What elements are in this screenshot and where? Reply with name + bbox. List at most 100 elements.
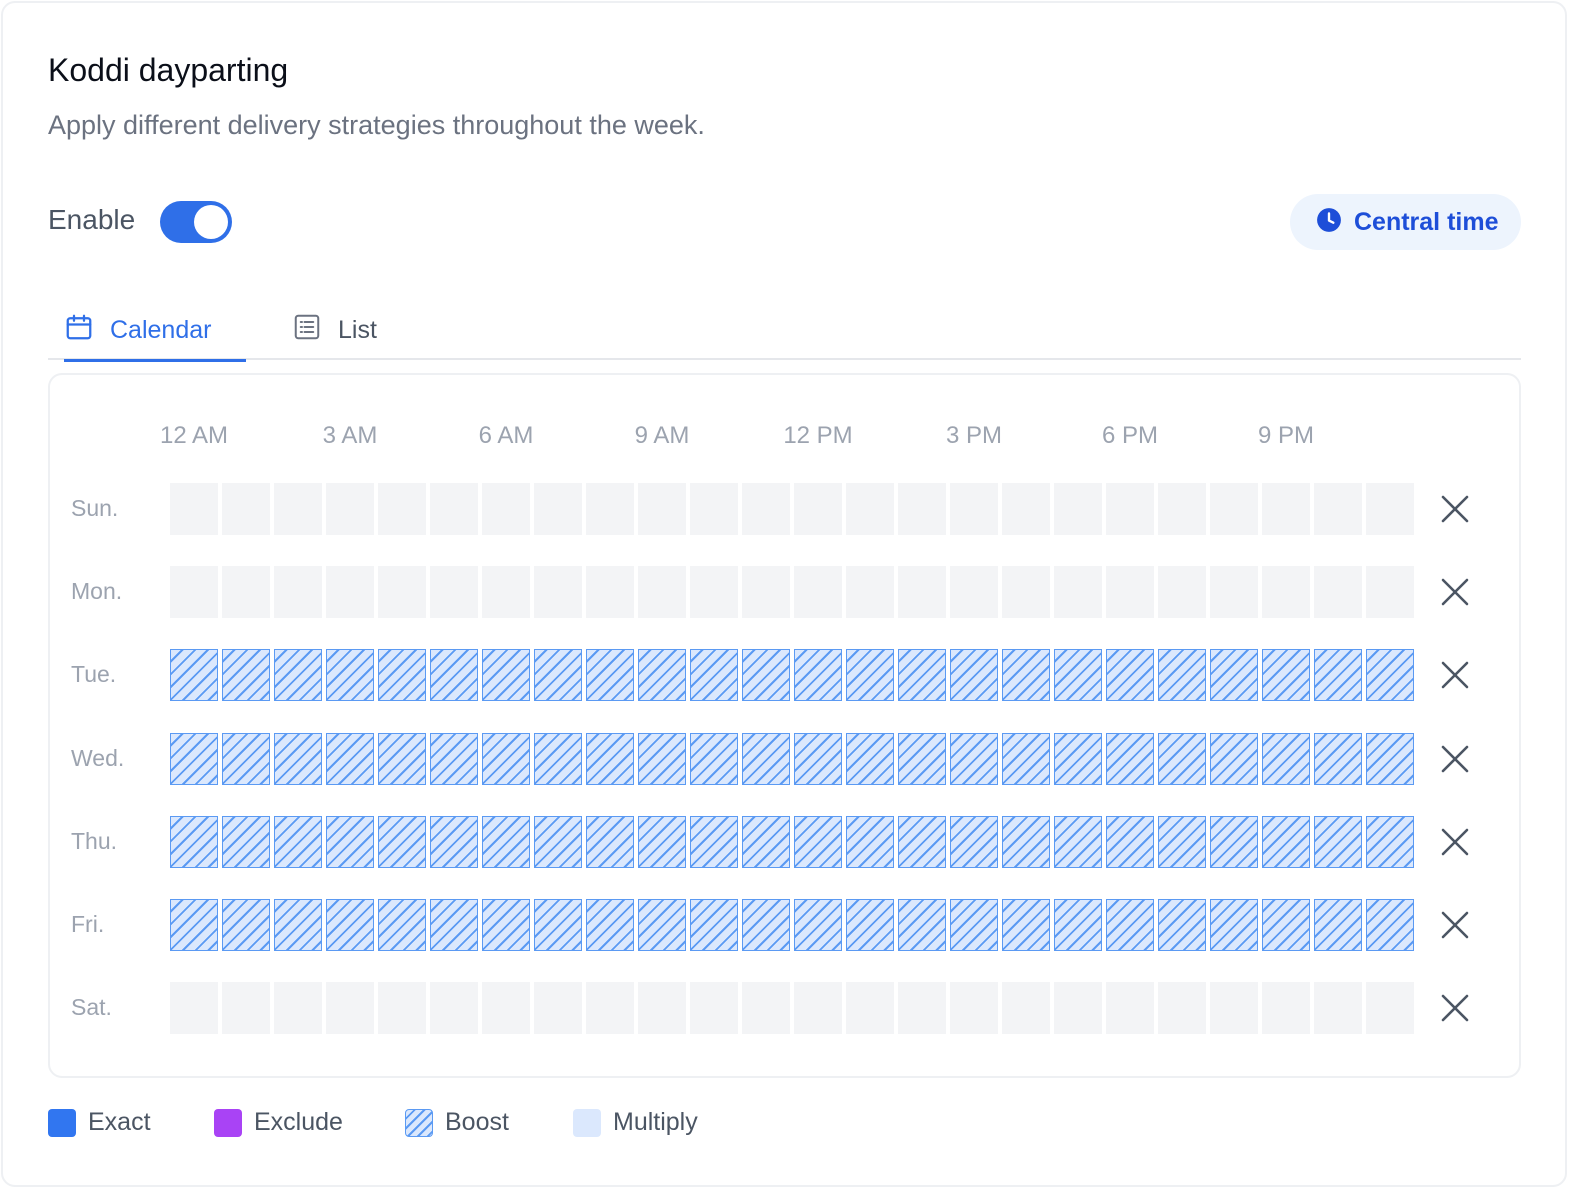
time-slot-cell[interactable]: [1366, 649, 1414, 702]
time-slot-cell[interactable]: [222, 982, 270, 1035]
time-slot-cell[interactable]: [326, 815, 374, 868]
time-slot-cell[interactable]: [222, 483, 270, 535]
time-slot-cell[interactable]: [638, 483, 686, 535]
time-slot-cell[interactable]: [846, 649, 894, 702]
time-slot-cell[interactable]: [1210, 899, 1258, 951]
time-slot-cell[interactable]: [326, 899, 374, 951]
time-slot-cell[interactable]: [430, 982, 478, 1035]
time-slot-cell[interactable]: [898, 899, 946, 951]
time-slot-cell[interactable]: [1210, 483, 1258, 535]
time-slot-cell[interactable]: [482, 982, 530, 1035]
time-slot-cell[interactable]: [586, 483, 634, 535]
time-slot-cell[interactable]: [846, 483, 894, 535]
time-slot-cell[interactable]: [742, 899, 790, 951]
time-slot-cell[interactable]: [898, 566, 946, 619]
clear-day-button[interactable]: [1438, 908, 1472, 942]
time-slot-cell[interactable]: [690, 899, 738, 951]
time-slot-cell[interactable]: [1054, 732, 1102, 785]
time-slot-cell[interactable]: [274, 566, 322, 619]
time-slot-cell[interactable]: [326, 649, 374, 702]
time-slot-cell[interactable]: [378, 732, 426, 785]
time-slot-cell[interactable]: [222, 649, 270, 702]
time-slot-cell[interactable]: [794, 815, 842, 868]
time-slot-cell[interactable]: [1262, 566, 1310, 619]
time-slot-cell[interactable]: [1054, 483, 1102, 535]
time-slot-cell[interactable]: [1314, 566, 1362, 619]
time-slot-cell[interactable]: [950, 649, 998, 702]
time-slot-cell[interactable]: [638, 815, 686, 868]
time-slot-cell[interactable]: [1002, 566, 1050, 619]
time-slot-cell[interactable]: [1054, 566, 1102, 619]
timezone-button[interactable]: Central time: [1290, 194, 1521, 250]
time-slot-cell[interactable]: [1158, 815, 1206, 868]
time-slot-cell[interactable]: [950, 732, 998, 785]
time-slot-cell[interactable]: [1158, 483, 1206, 535]
time-slot-cell[interactable]: [326, 982, 374, 1035]
time-slot-cell[interactable]: [378, 899, 426, 951]
time-slot-cell[interactable]: [794, 483, 842, 535]
time-slot-cell[interactable]: [690, 566, 738, 619]
time-slot-cell[interactable]: [586, 899, 634, 951]
time-slot-cell[interactable]: [1054, 899, 1102, 951]
time-slot-cell[interactable]: [1054, 982, 1102, 1035]
time-slot-cell[interactable]: [534, 982, 582, 1035]
time-slot-cell[interactable]: [586, 732, 634, 785]
time-slot-cell[interactable]: [170, 815, 218, 868]
time-slot-cell[interactable]: [950, 815, 998, 868]
time-slot-cell[interactable]: [1314, 732, 1362, 785]
time-slot-cell[interactable]: [326, 566, 374, 619]
time-slot-cell[interactable]: [898, 483, 946, 535]
time-slot-cell[interactable]: [1366, 566, 1414, 619]
clear-day-button[interactable]: [1438, 658, 1472, 692]
time-slot-cell[interactable]: [1106, 649, 1154, 702]
time-slot-cell[interactable]: [1210, 815, 1258, 868]
time-slot-cell[interactable]: [1158, 566, 1206, 619]
time-slot-cell[interactable]: [326, 732, 374, 785]
time-slot-cell[interactable]: [1210, 566, 1258, 619]
time-slot-cell[interactable]: [1106, 483, 1154, 535]
time-slot-cell[interactable]: [742, 982, 790, 1035]
time-slot-cell[interactable]: [1158, 649, 1206, 702]
time-slot-cell[interactable]: [274, 483, 322, 535]
time-slot-cell[interactable]: [586, 566, 634, 619]
enable-toggle[interactable]: [160, 201, 232, 243]
time-slot-cell[interactable]: [1314, 982, 1362, 1035]
time-slot-cell[interactable]: [534, 899, 582, 951]
time-slot-cell[interactable]: [1002, 982, 1050, 1035]
time-slot-cell[interactable]: [586, 982, 634, 1035]
time-slot-cell[interactable]: [430, 899, 478, 951]
time-slot-cell[interactable]: [742, 483, 790, 535]
time-slot-cell[interactable]: [1002, 483, 1050, 535]
time-slot-cell[interactable]: [898, 982, 946, 1035]
time-slot-cell[interactable]: [1366, 732, 1414, 785]
time-slot-cell[interactable]: [534, 483, 582, 535]
time-slot-cell[interactable]: [1366, 982, 1414, 1035]
time-slot-cell[interactable]: [1210, 732, 1258, 785]
time-slot-cell[interactable]: [1210, 982, 1258, 1035]
time-slot-cell[interactable]: [378, 483, 426, 535]
time-slot-cell[interactable]: [482, 815, 530, 868]
time-slot-cell[interactable]: [1158, 899, 1206, 951]
time-slot-cell[interactable]: [950, 899, 998, 951]
time-slot-cell[interactable]: [690, 732, 738, 785]
time-slot-cell[interactable]: [1054, 649, 1102, 702]
time-slot-cell[interactable]: [690, 815, 738, 868]
time-slot-cell[interactable]: [794, 899, 842, 951]
time-slot-cell[interactable]: [222, 566, 270, 619]
time-slot-cell[interactable]: [170, 732, 218, 785]
time-slot-cell[interactable]: [846, 732, 894, 785]
time-slot-cell[interactable]: [1366, 483, 1414, 535]
time-slot-cell[interactable]: [482, 732, 530, 785]
time-slot-cell[interactable]: [378, 815, 426, 868]
time-slot-cell[interactable]: [1262, 649, 1310, 702]
clear-day-button[interactable]: [1438, 575, 1472, 609]
time-slot-cell[interactable]: [638, 566, 686, 619]
time-slot-cell[interactable]: [1106, 566, 1154, 619]
time-slot-cell[interactable]: [274, 649, 322, 702]
time-slot-cell[interactable]: [846, 899, 894, 951]
time-slot-cell[interactable]: [170, 649, 218, 702]
time-slot-cell[interactable]: [1002, 899, 1050, 951]
time-slot-cell[interactable]: [378, 649, 426, 702]
time-slot-cell[interactable]: [1262, 815, 1310, 868]
time-slot-cell[interactable]: [846, 982, 894, 1035]
